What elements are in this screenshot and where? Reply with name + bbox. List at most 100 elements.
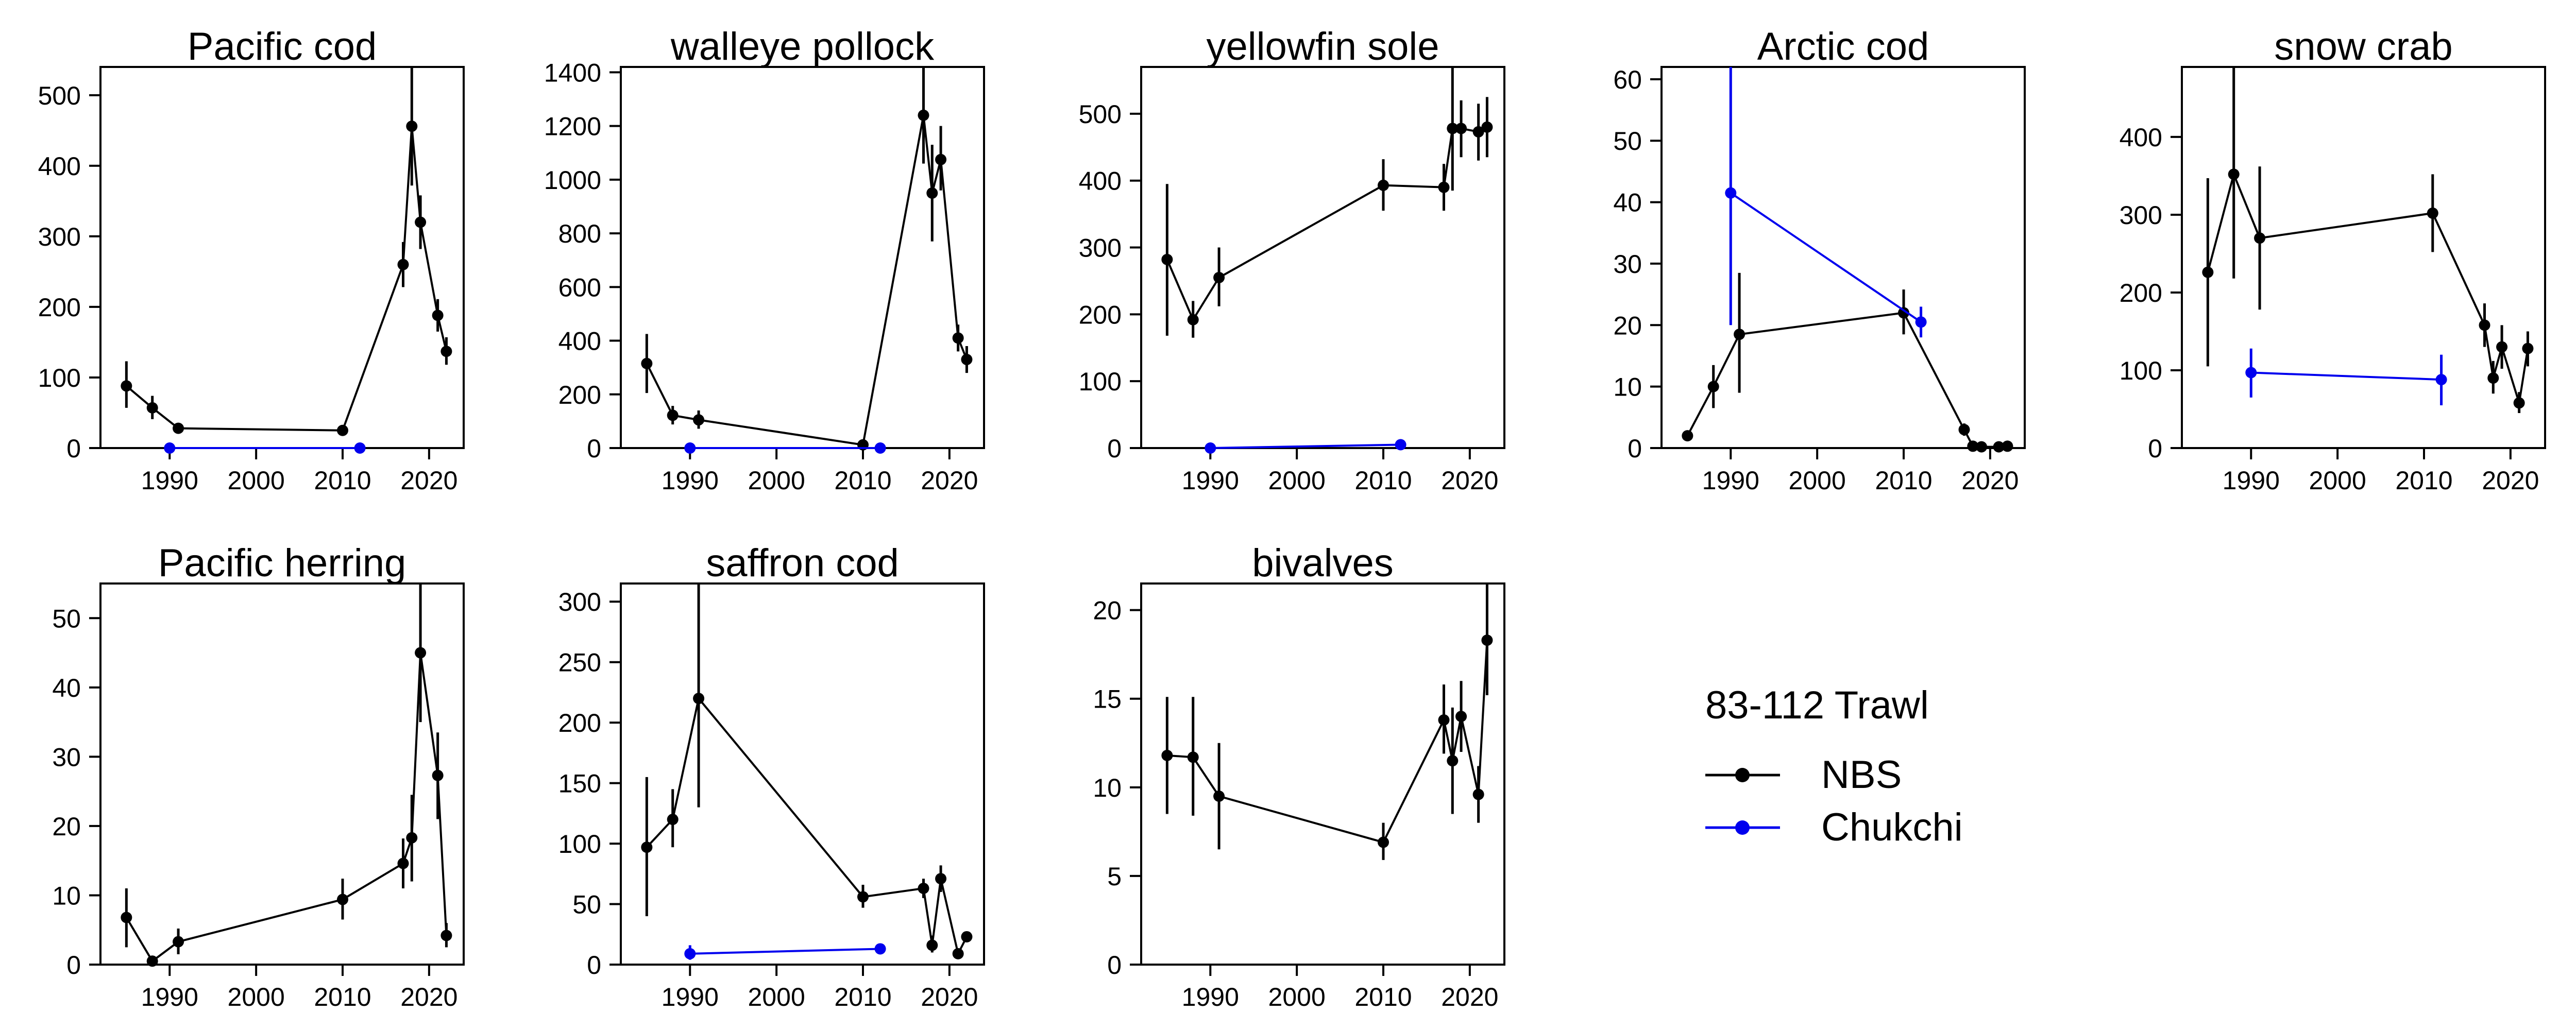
data-point-nbs	[1958, 424, 1970, 436]
data-point-nbs	[667, 409, 679, 421]
data-point-nbs	[926, 939, 938, 951]
data-point-chukchi	[164, 442, 176, 454]
x-tick-label: 2010	[314, 466, 371, 495]
y-tick-label: 0	[1107, 434, 1122, 463]
plot-frame	[620, 582, 985, 966]
x-tick-label: 2020	[921, 466, 978, 495]
series-nbs	[121, 583, 452, 967]
series-chukchi	[164, 442, 366, 454]
panel-title: walleye pollock	[670, 25, 935, 68]
y-tick-label: 100	[1079, 367, 1122, 396]
panel-title: yellowfin sole	[1207, 25, 1439, 68]
data-point-nbs	[440, 346, 452, 357]
data-point-nbs	[2522, 342, 2534, 354]
x-tick-label: 2010	[314, 983, 371, 1011]
y-tick-label: 250	[558, 648, 601, 677]
data-point-nbs	[432, 769, 444, 781]
series-chukchi	[684, 442, 886, 454]
y-tick-label: 5	[1107, 862, 1122, 891]
data-point-nbs	[146, 402, 158, 414]
legend-item-chukchi: Chukchi	[1705, 805, 1963, 849]
data-point-chukchi	[354, 442, 366, 454]
x-tick-label: 2010	[834, 466, 891, 495]
panel-title: saffron cod	[706, 541, 899, 585]
data-point-nbs	[918, 883, 929, 894]
y-tick-label: 200	[1079, 300, 1122, 329]
y-tick-label: 50	[1613, 127, 1642, 156]
data-point-nbs	[2228, 168, 2240, 180]
series-chukchi	[1725, 67, 1927, 338]
legend: 83-112 Trawl NBS Chukchi	[1705, 683, 1963, 849]
y-tick-label: 500	[38, 81, 81, 110]
y-tick-label: 50	[52, 604, 81, 633]
y-tick-label: 0	[66, 951, 81, 980]
series-nbs	[2202, 67, 2534, 414]
data-point-nbs	[935, 153, 947, 165]
y-tick-label: 10	[1613, 373, 1642, 402]
data-point-nbs	[2496, 341, 2508, 353]
data-point-nbs	[641, 357, 653, 369]
y-tick-label: 40	[1613, 188, 1642, 217]
data-point-nbs	[1898, 307, 1909, 319]
y-tick-label: 200	[2120, 279, 2162, 307]
x-tick-label: 2020	[400, 983, 457, 1011]
series-chukchi	[1205, 439, 1406, 454]
data-point-nbs	[121, 912, 132, 923]
x-tick-label: 2000	[748, 466, 805, 495]
data-point-nbs	[1455, 123, 1467, 134]
panel-snow-crab: snow crab 0 100 200 300 400 1990 2000 2010 2020	[2120, 25, 2546, 495]
plot-frame	[1660, 66, 2026, 449]
y-tick-label: 20	[1093, 596, 1122, 625]
panel-bivalves: bivalves 0 5 10 15 20 1990 2000 2010 2020	[1093, 541, 1505, 1011]
y-tick-label: 10	[1093, 774, 1122, 802]
y-tick-label: 0	[1628, 434, 1642, 463]
legend-item-nbs: NBS	[1705, 753, 1902, 797]
y-tick-label: 200	[38, 293, 81, 322]
y-tick-label: 100	[2120, 356, 2162, 385]
plot-frame	[1140, 66, 1505, 449]
data-point-nbs	[1967, 440, 1979, 452]
x-tick-label: 2010	[1354, 466, 1412, 495]
panel-yellowfin-sole: yellowfin sole 0 100 200 300 400 500 1990 2000 20…	[1079, 25, 1505, 495]
data-point-nbs	[1447, 123, 1459, 134]
data-point-nbs	[415, 216, 427, 228]
x-tick-label: 2020	[1441, 983, 1498, 1011]
y-tick-label: 600	[558, 273, 601, 302]
x-tick-label: 2010	[2395, 466, 2452, 495]
data-point-nbs	[1993, 441, 2005, 453]
panel-title: Arctic cod	[1757, 25, 1929, 68]
data-point-nbs	[1438, 181, 1450, 193]
y-tick-label: 400	[558, 327, 601, 356]
data-point-nbs	[337, 424, 348, 436]
data-point-nbs	[2479, 319, 2490, 331]
data-point-nbs	[667, 814, 679, 826]
data-point-nbs	[121, 380, 132, 392]
data-point-nbs	[146, 955, 158, 967]
x-tick-label: 1990	[662, 983, 719, 1011]
y-tick-label: 15	[1093, 685, 1122, 714]
series-nbs	[1161, 583, 1493, 860]
data-point-nbs	[337, 894, 348, 905]
x-tick-label: 1990	[662, 466, 719, 495]
data-point-nbs	[2202, 266, 2214, 278]
legend-marker-chukchi	[1735, 820, 1750, 835]
plot-frame	[99, 582, 465, 966]
x-tick-label: 2020	[2482, 466, 2539, 495]
data-point-nbs	[952, 948, 964, 959]
panel-arctic-cod: Arctic cod 0 10 20 30 40 50 60 1990 2000 2010 2020	[1613, 25, 2026, 495]
x-tick-label: 2000	[748, 983, 805, 1011]
panel-pacific-herring: Pacific herring 0 10 20 30 40 50 1990 2000 2010 20…	[52, 541, 465, 1011]
series-nbs	[1682, 272, 2013, 453]
data-point-nbs	[693, 693, 705, 705]
data-point-nbs	[397, 857, 409, 869]
legend-marker-nbs	[1735, 768, 1750, 782]
y-tick-label: 100	[38, 364, 81, 392]
data-point-nbs	[1455, 711, 1467, 723]
y-tick-label: 1200	[544, 112, 601, 141]
y-tick-label: 1000	[544, 166, 601, 195]
y-tick-label: 400	[2120, 123, 2162, 152]
y-tick-label: 200	[558, 709, 601, 737]
data-point-nbs	[1161, 253, 1173, 265]
panel-walleye-pollock: walleye pollock 0 200 400 600 800 1000 1200 1400…	[544, 25, 985, 495]
